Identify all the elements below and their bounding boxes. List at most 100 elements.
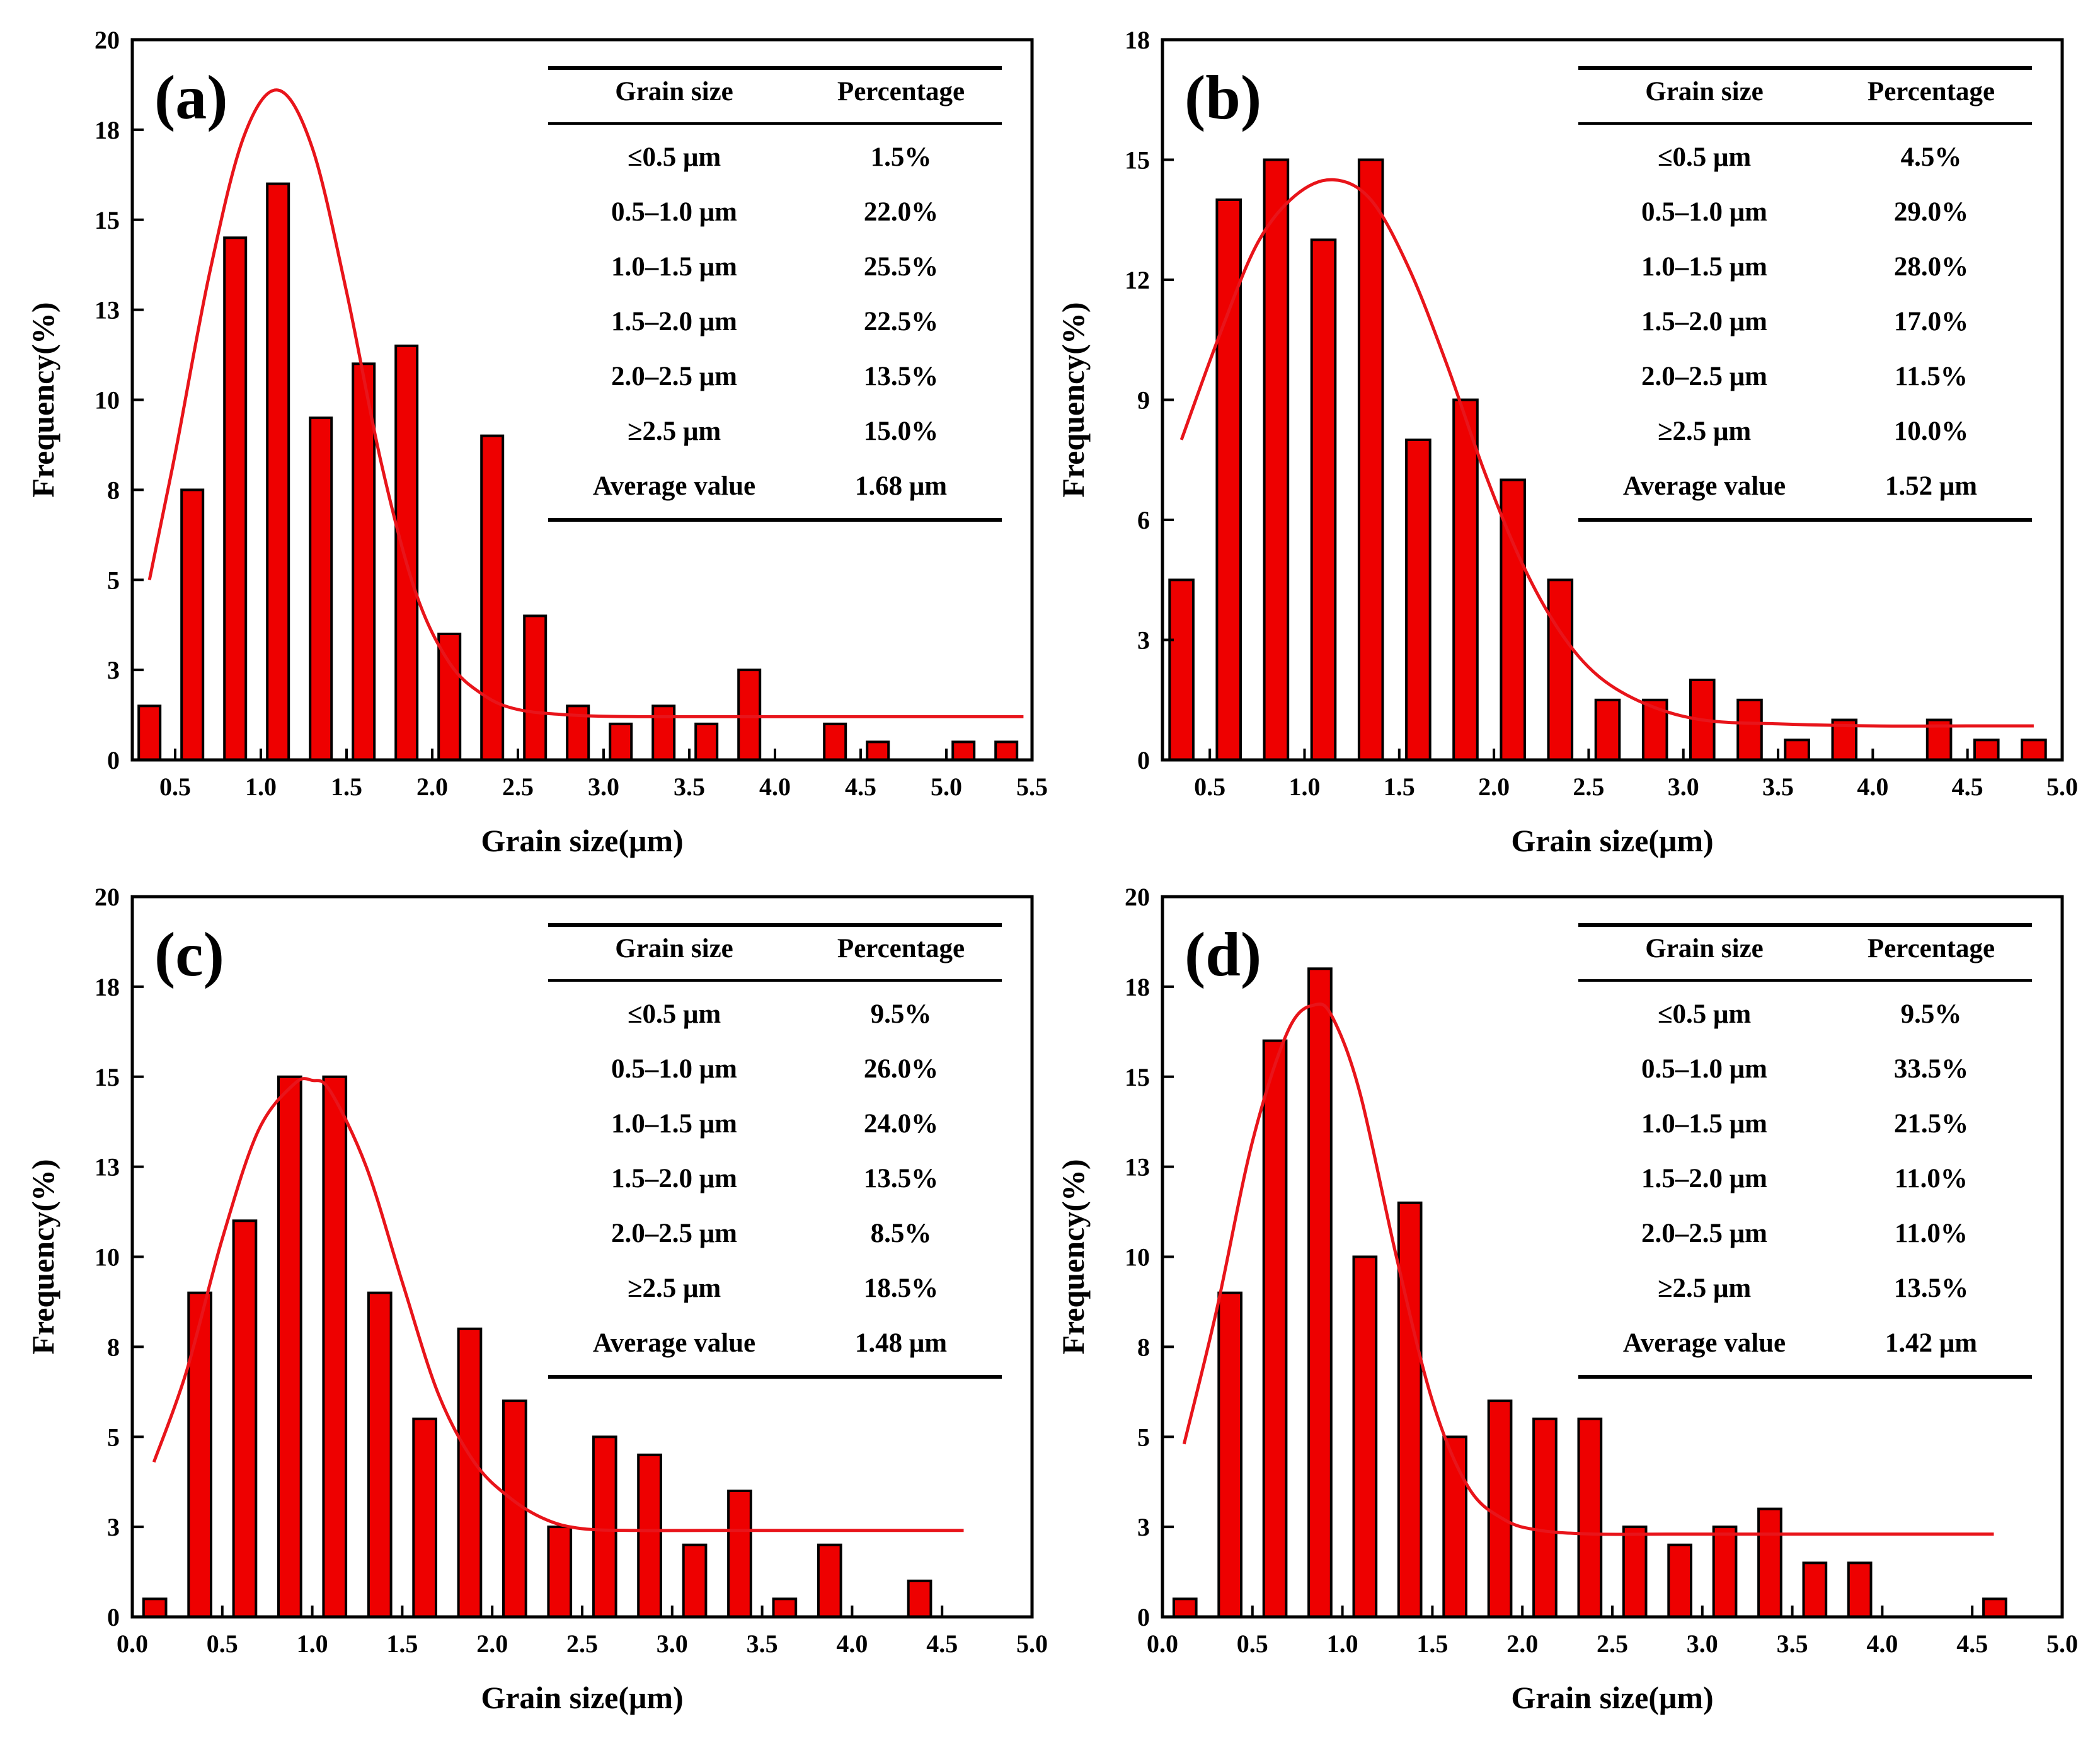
- bar: [1397, 1201, 1423, 1619]
- y-tick-label: 20: [95, 883, 120, 911]
- fit-curve: [1179, 178, 2034, 728]
- table-cell: 10.0%: [1894, 417, 1968, 446]
- bar: [1263, 158, 1290, 761]
- bar: [737, 669, 762, 761]
- table-cell: 17.0%: [1894, 307, 1968, 336]
- x-tick-label: 3.5: [674, 773, 705, 801]
- table-cell: 0.5–1.0 μm: [611, 197, 737, 227]
- table-header: Percentage: [1868, 77, 1995, 106]
- bar: [592, 1435, 617, 1619]
- table-cell: 11.5%: [1895, 362, 1968, 391]
- bar: [1667, 1543, 1693, 1618]
- table-cell: Average value: [593, 1328, 755, 1358]
- bar: [1168, 578, 1195, 762]
- table-cell: 13.5%: [1894, 1273, 1968, 1303]
- y-axis-title: Frequency(%): [25, 302, 60, 497]
- y-tick-label: 13: [95, 296, 120, 325]
- bar: [1547, 578, 1574, 762]
- x-tick-label: 1.5: [1416, 1629, 1448, 1658]
- table-cell: ≤0.5 μm: [1658, 999, 1751, 1029]
- x-tick-label: 2.0: [476, 1629, 508, 1658]
- y-tick-label: 13: [1125, 1153, 1150, 1181]
- bar: [772, 1597, 798, 1618]
- y-tick-label: 0: [107, 746, 120, 774]
- x-tick-label: 5.0: [931, 773, 962, 801]
- x-axis-title: Grain size(μm): [1511, 823, 1713, 858]
- bar: [187, 1291, 212, 1618]
- y-tick-label: 6: [1137, 506, 1150, 534]
- table-cell: 1.5–2.0 μm: [1641, 307, 1767, 336]
- bar: [1784, 739, 1810, 762]
- x-axis-title: Grain size(μm): [1511, 1680, 1713, 1715]
- x-tick-label: 0.5: [207, 1629, 238, 1658]
- table-cell: 25.5%: [864, 252, 938, 282]
- table-cell: 22.0%: [864, 197, 938, 227]
- bar: [1307, 967, 1333, 1618]
- bar: [1532, 1417, 1558, 1618]
- x-tick-label: 4.5: [1956, 1629, 1988, 1658]
- y-tick-label: 5: [1137, 1423, 1150, 1451]
- bar: [322, 1075, 348, 1619]
- panel-label: (b): [1185, 62, 1261, 132]
- y-tick-label: 0: [1137, 746, 1150, 774]
- table-cell: 4.5%: [1901, 142, 1962, 172]
- y-tick-label: 5: [107, 1423, 120, 1451]
- bar: [1405, 439, 1432, 761]
- bar: [1847, 1561, 1873, 1619]
- bar: [682, 1543, 708, 1618]
- bar: [457, 1327, 483, 1619]
- table-cell: 1.0–1.5 μm: [611, 1109, 737, 1139]
- x-tick-label: 0.5: [1237, 1629, 1268, 1658]
- y-tick-label: 5: [107, 566, 120, 594]
- table-cell: 2.0–2.5 μm: [1641, 362, 1767, 391]
- y-tick-label: 3: [1137, 1513, 1150, 1541]
- bar: [694, 722, 719, 762]
- bar: [1757, 1507, 1782, 1619]
- bar: [1217, 1291, 1243, 1618]
- table-cell: 0.5–1.0 μm: [1641, 197, 1767, 227]
- x-tick-label: 3.5: [1777, 1629, 1808, 1658]
- table-header: Grain size: [1645, 77, 1764, 106]
- bar: [1172, 1597, 1198, 1618]
- fit-curve: [1182, 1002, 1994, 1536]
- bar: [277, 1075, 302, 1619]
- bar: [1802, 1561, 1828, 1619]
- x-tick-label: 4.0: [759, 773, 791, 801]
- bar: [1215, 198, 1242, 761]
- fit-curve: [152, 1077, 964, 1532]
- y-tick-label: 15: [1125, 1063, 1150, 1091]
- table-cell: 2.0–2.5 μm: [611, 362, 737, 391]
- bar: [502, 1400, 527, 1619]
- table-cell: 11.0%: [1895, 1164, 1968, 1193]
- table-cell: 18.5%: [864, 1273, 938, 1303]
- bar: [727, 1490, 752, 1618]
- bar: [223, 236, 248, 761]
- x-tick-label: 2.0: [416, 773, 448, 801]
- panel-label: (c): [154, 919, 224, 989]
- table-cell: 11.0%: [1895, 1219, 1968, 1248]
- y-tick-label: 18: [95, 973, 120, 1001]
- bar: [367, 1291, 393, 1618]
- x-axis-title: Grain size(μm): [481, 823, 683, 858]
- y-axis-title: Frequency(%): [1055, 302, 1091, 497]
- bar: [817, 1543, 842, 1618]
- table-cell: 1.0–1.5 μm: [1641, 1109, 1767, 1139]
- table-cell: 1.0–1.5 μm: [611, 252, 737, 282]
- y-tick-label: 10: [1125, 1243, 1150, 1272]
- bar: [651, 704, 676, 762]
- y-axis-title: Frequency(%): [1055, 1159, 1091, 1354]
- bar: [1357, 158, 1384, 761]
- x-tick-label: 2.5: [566, 1629, 598, 1658]
- table-cell: ≥2.5 μm: [1658, 417, 1751, 446]
- y-tick-label: 18: [1125, 973, 1150, 1001]
- table-cell: 15.0%: [864, 417, 938, 446]
- x-tick-label: 4.0: [836, 1629, 868, 1658]
- y-tick-label: 8: [107, 476, 120, 504]
- x-tick-label: 2.0: [1478, 773, 1510, 801]
- y-tick-label: 18: [95, 116, 120, 144]
- x-tick-label: 5.5: [1016, 773, 1048, 801]
- y-tick-label: 20: [1125, 883, 1150, 911]
- x-tick-label: 4.5: [845, 773, 876, 801]
- table-cell: ≥2.5 μm: [628, 1273, 721, 1303]
